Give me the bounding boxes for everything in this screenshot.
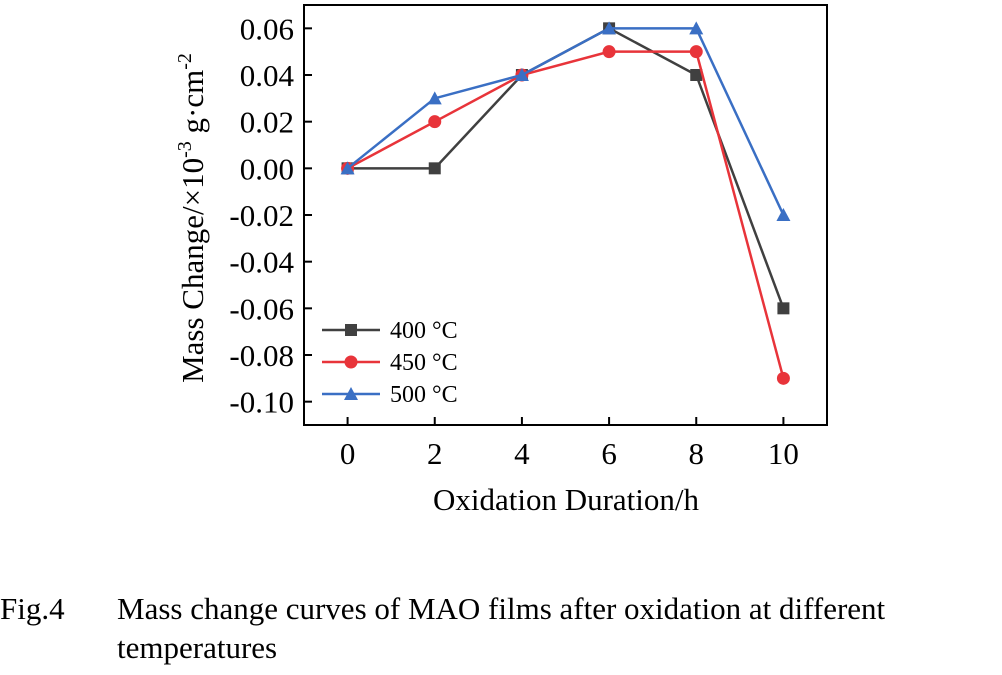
- y-axis-label-exp: -3: [174, 141, 196, 158]
- caption-line-2: temperatures: [117, 629, 277, 668]
- x-tick-label: 2: [427, 436, 443, 471]
- y-axis: 0.06 0.04 0.02 0.00 -0.02 -0.04 -0.06 -0.08 -0.1…: [229, 11, 312, 420]
- x-tick-label: 6: [601, 436, 617, 471]
- legend-entry: 450 °C: [390, 350, 458, 376]
- x-tick-label: 10: [768, 436, 799, 471]
- y-tick-label: 0.02: [240, 105, 294, 140]
- x-tick-label: 4: [514, 436, 530, 471]
- data-point: [689, 45, 703, 59]
- data-point: [428, 115, 442, 129]
- legend-marker: [344, 355, 358, 369]
- data-point: [690, 69, 703, 81]
- caption-label: Fig.4: [0, 591, 65, 626]
- y-axis-label-exp: -2: [174, 53, 196, 70]
- caption-line-1: Fig.4 Mass change curves of MAO films aft…: [0, 590, 885, 629]
- legend-marker: [345, 324, 357, 336]
- legend-entry: 500 °C: [390, 382, 458, 408]
- y-tick-label: 0.06: [240, 11, 294, 46]
- y-axis-label: Mass Change/×10-3 g·cm-2: [174, 53, 210, 383]
- y-tick-label: 0.00: [240, 151, 294, 186]
- data-point: [602, 45, 616, 59]
- data-point: [427, 91, 442, 105]
- x-tick-label: 0: [340, 436, 356, 471]
- legend-entry: 400 °C: [390, 318, 458, 344]
- data-point: [776, 208, 791, 221]
- x-tick-label: 8: [689, 436, 705, 471]
- y-tick-label: -0.06: [229, 291, 294, 326]
- y-tick-label: -0.08: [229, 338, 294, 373]
- data-point: [689, 21, 704, 35]
- y-tick-label: -0.04: [229, 245, 294, 280]
- caption-text-line2: temperatures: [117, 630, 278, 665]
- caption-text-line1: Mass change curves of MAO films after ox…: [117, 591, 886, 626]
- y-tick-label: 0.04: [240, 58, 295, 93]
- series-line: [346, 27, 785, 216]
- data-point: [514, 68, 529, 81]
- x-axis-label: Oxidation Duration/h: [433, 482, 700, 517]
- legend-marker: [344, 387, 358, 400]
- series-line: [346, 50, 785, 379]
- y-axis-label-unit: g·cm: [175, 70, 210, 141]
- y-tick-label: -0.02: [229, 198, 294, 233]
- data-point: [776, 371, 790, 385]
- y-tick-label: -0.10: [229, 385, 294, 420]
- legend: 400 °C 450 °C 500 °C: [322, 318, 458, 408]
- data-point: [428, 162, 441, 175]
- data-point: [602, 21, 617, 35]
- data-point: [340, 161, 355, 175]
- x-axis: 0 2 4 6 8 10: [340, 417, 799, 471]
- series-layer: [340, 21, 791, 385]
- y-axis-label-main: Mass Change/×10: [175, 158, 210, 383]
- series-line: [347, 26, 785, 309]
- series-400C: [341, 22, 790, 315]
- data-point: [777, 302, 790, 315]
- series-500C: [340, 21, 791, 221]
- mass-change-chart: 0.06 0.04 0.02 0.00 -0.02 -0.04 -0.06 -0.08 -0.1…: [174, 4, 828, 517]
